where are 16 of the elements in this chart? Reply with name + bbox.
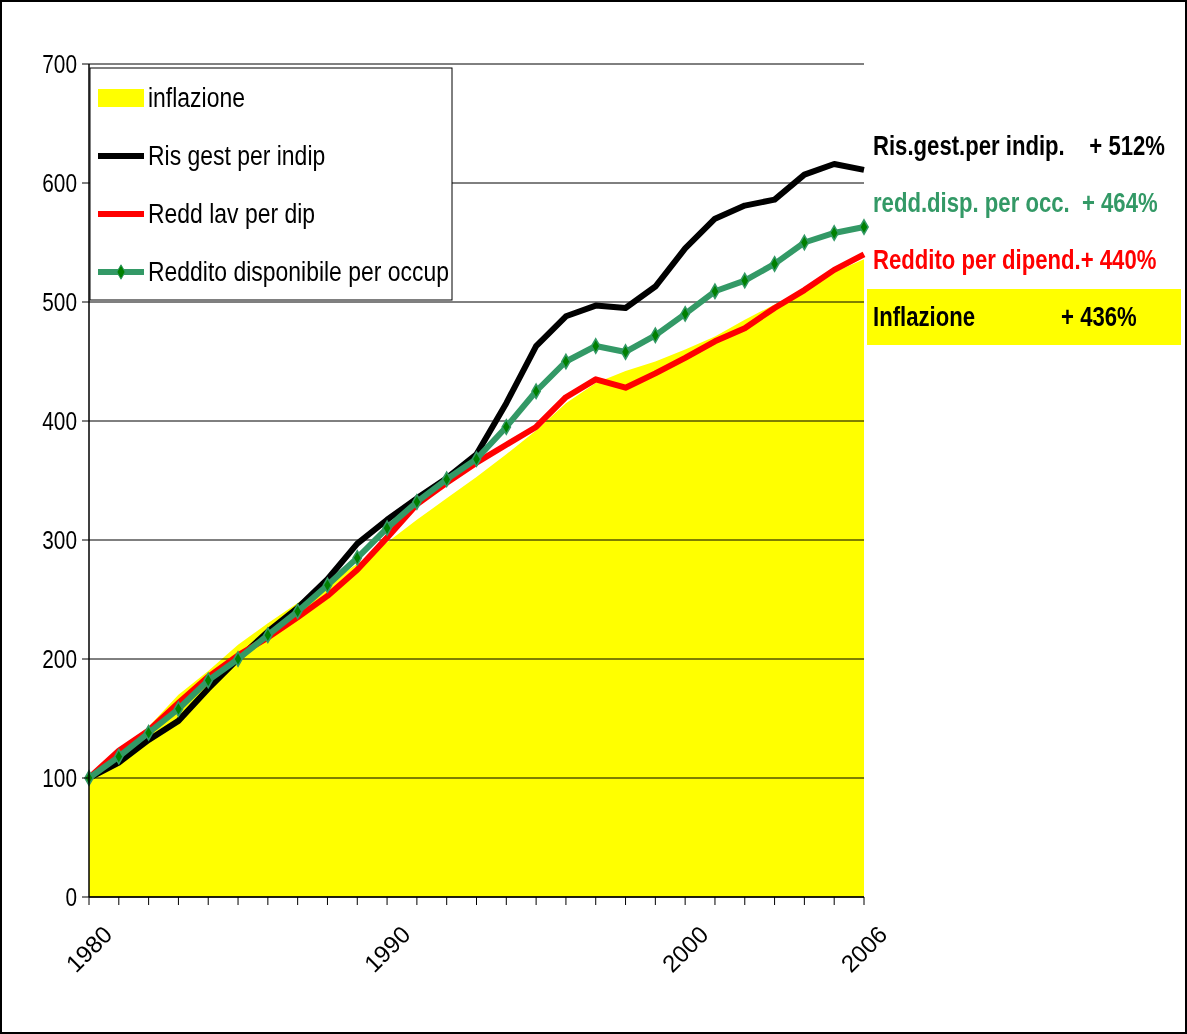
legend-label: inflazione	[148, 82, 245, 113]
text: Reddito per dipend.+ 440%	[873, 245, 1157, 275]
y-tick-label: 0	[65, 882, 77, 912]
legend-label: Ris gest per indip	[148, 140, 326, 171]
y-tick-label: 600	[42, 168, 77, 198]
y-tick-label: 300	[42, 525, 77, 555]
text: redd.disp. per occ. + 464%	[873, 188, 1158, 218]
y-tick-label: 200	[42, 644, 77, 674]
legend-label: Redd lav per dip	[148, 198, 316, 229]
text: Inflazione + 436%	[873, 302, 1137, 332]
legend-label: Reddito disponibile per occup	[148, 256, 449, 287]
y-tick-label: 500	[42, 287, 77, 317]
y-tick-label: 100	[42, 763, 77, 793]
y-tick-label: 700	[42, 49, 77, 79]
y-tick-label: 400	[42, 406, 77, 436]
text: Ris.gest.per indip. + 512%	[873, 131, 1166, 161]
